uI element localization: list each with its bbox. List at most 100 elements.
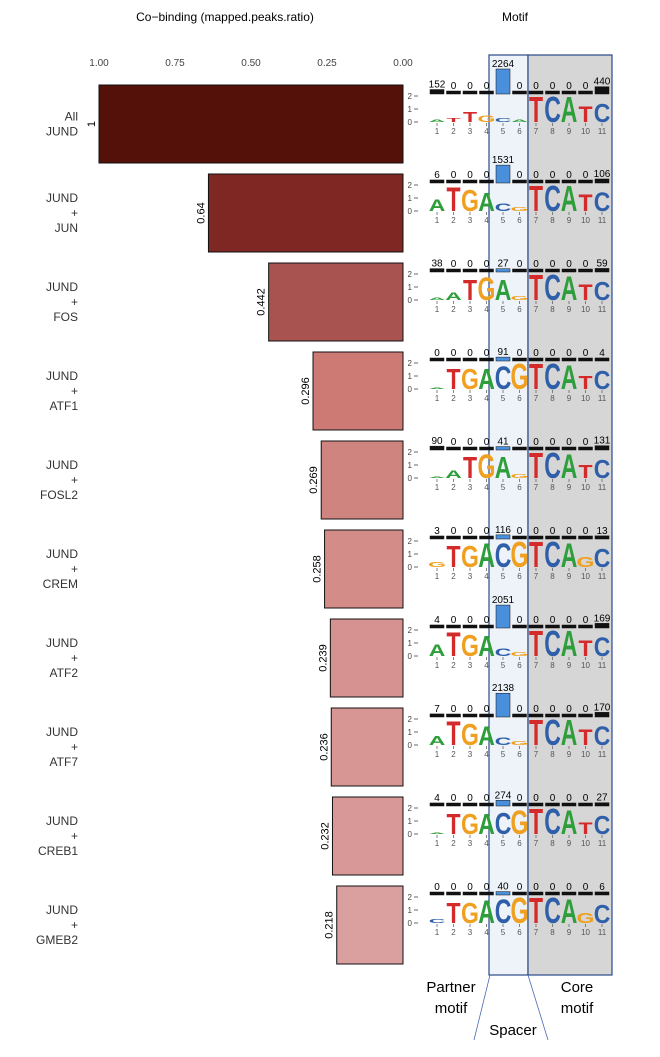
count-label: 0 bbox=[583, 704, 589, 715]
count-bar bbox=[528, 802, 544, 807]
count-label: 274 bbox=[495, 790, 512, 801]
logo-letter: C bbox=[544, 535, 561, 576]
count-bar bbox=[578, 357, 593, 362]
count-label: 0 bbox=[550, 615, 556, 626]
position-label: 8 bbox=[550, 305, 555, 314]
logo-letter: T bbox=[529, 179, 543, 220]
count-label: 0 bbox=[566, 526, 572, 537]
count-label: 0 bbox=[550, 704, 556, 715]
count-bar bbox=[594, 178, 610, 184]
count-bar bbox=[479, 535, 494, 540]
position-label: 7 bbox=[534, 305, 539, 314]
position-label: 2 bbox=[451, 839, 456, 848]
logo-letter: C bbox=[544, 891, 561, 932]
position-label: 8 bbox=[550, 394, 555, 403]
category-label: JUND bbox=[46, 369, 78, 383]
position-label: 1 bbox=[435, 928, 440, 937]
count-label: 169 bbox=[594, 613, 611, 624]
count-bar bbox=[495, 891, 511, 896]
logo-letter: T bbox=[446, 362, 460, 395]
position-label: 8 bbox=[550, 750, 555, 759]
count-bar bbox=[479, 179, 494, 184]
category-label: + bbox=[71, 473, 78, 487]
count-bar bbox=[578, 535, 593, 540]
count-bar bbox=[462, 624, 478, 629]
count-bar bbox=[594, 802, 610, 807]
position-label: 3 bbox=[468, 216, 473, 225]
logo-y-tick: 0 bbox=[408, 563, 413, 572]
count-bar bbox=[578, 179, 593, 184]
position-label: 6 bbox=[517, 127, 522, 136]
position-label: 5 bbox=[501, 394, 506, 403]
position-label: 4 bbox=[484, 305, 489, 314]
position-label: 11 bbox=[598, 483, 607, 492]
count-bar bbox=[512, 535, 527, 540]
count-bar bbox=[429, 624, 445, 629]
count-bar bbox=[479, 624, 494, 629]
count-label: 0 bbox=[583, 259, 589, 270]
count-bar bbox=[512, 179, 527, 184]
spacer-region bbox=[488, 54, 529, 976]
count-bar bbox=[545, 891, 560, 896]
position-label: 6 bbox=[517, 661, 522, 670]
count-bar bbox=[594, 86, 610, 95]
count-label: 0 bbox=[517, 259, 523, 270]
count-bar bbox=[462, 891, 478, 896]
logo-y-tick: 0 bbox=[408, 919, 413, 928]
bar bbox=[98, 84, 404, 164]
logo-letter: A bbox=[561, 269, 578, 308]
count-bar bbox=[545, 624, 560, 629]
value-label: 0.239 bbox=[317, 644, 329, 672]
logo-letter: A bbox=[495, 450, 512, 485]
count-label: 440 bbox=[594, 77, 611, 88]
position-label: 4 bbox=[484, 750, 489, 759]
count-label: 0 bbox=[451, 704, 457, 715]
logo-letter: C bbox=[544, 179, 561, 220]
count-label: 0 bbox=[550, 793, 556, 804]
count-label: 0 bbox=[451, 348, 457, 359]
position-label: 2 bbox=[451, 572, 456, 581]
logo-letter: G bbox=[478, 270, 496, 307]
position-label: 11 bbox=[598, 661, 607, 670]
position-label: 1 bbox=[435, 483, 440, 492]
logo-letter: T bbox=[529, 713, 543, 754]
count-bar bbox=[578, 713, 593, 718]
position-label: 5 bbox=[501, 750, 506, 759]
count-label: 0 bbox=[484, 704, 490, 715]
logo-letter: G bbox=[511, 535, 529, 576]
count-label: 170 bbox=[594, 702, 611, 713]
logo-letter: C bbox=[544, 90, 561, 131]
count-label: 0 bbox=[451, 170, 457, 181]
logo-letter: G bbox=[461, 183, 479, 218]
count-bar bbox=[479, 891, 494, 896]
count-bar bbox=[512, 357, 527, 362]
count-bar bbox=[578, 268, 593, 273]
logo-y-tick: 2 bbox=[408, 359, 413, 368]
core-region bbox=[527, 54, 613, 976]
logo-y-tick: 2 bbox=[408, 537, 413, 546]
count-bar bbox=[495, 268, 511, 273]
count-label: 41 bbox=[497, 437, 509, 448]
count-bar bbox=[545, 713, 560, 718]
category-label: + bbox=[71, 918, 78, 932]
logo-letter: G bbox=[461, 539, 479, 574]
position-label: 1 bbox=[435, 394, 440, 403]
count-bar bbox=[446, 179, 461, 184]
logo-letter: C bbox=[495, 735, 512, 747]
count-label: 4 bbox=[434, 793, 440, 804]
category-label: JUND bbox=[46, 125, 78, 139]
category-label: + bbox=[71, 384, 78, 398]
count-label: 0 bbox=[533, 81, 539, 92]
position-label: 3 bbox=[468, 572, 473, 581]
count-bar bbox=[479, 802, 494, 807]
count-bar bbox=[446, 446, 461, 451]
position-label: 6 bbox=[517, 483, 522, 492]
logo-letter: C bbox=[544, 624, 561, 665]
count-label: 0 bbox=[583, 348, 589, 359]
value-label: 0.236 bbox=[318, 733, 330, 761]
count-label: 0 bbox=[451, 526, 457, 537]
logo-letter: A bbox=[429, 197, 446, 215]
logo-letter: C bbox=[544, 268, 561, 309]
position-label: 1 bbox=[435, 305, 440, 314]
count-label: 0 bbox=[517, 704, 523, 715]
